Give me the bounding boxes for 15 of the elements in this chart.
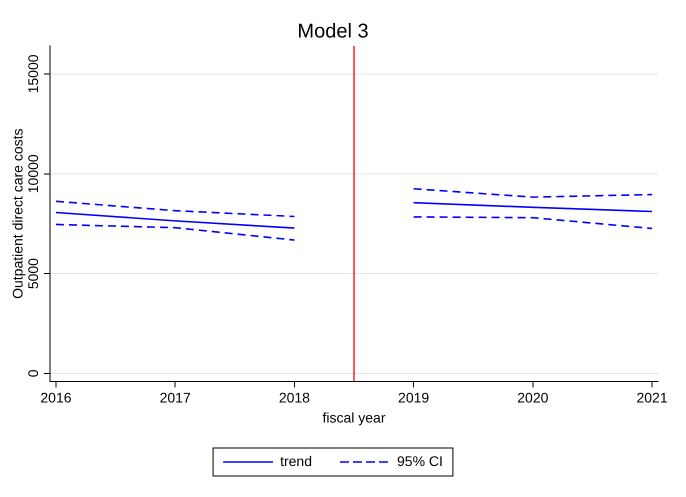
y-axis-title: Outpatient direct care costs [9,128,26,299]
y-tick-label: 5000 [24,258,41,290]
chart-title: Model 3 [297,20,369,43]
y-tick-label: 0 [24,369,41,378]
x-axis-title: fiscal year [322,409,386,426]
x-tick-label: 2017 [160,390,191,406]
x-tick-label: 2018 [278,390,310,406]
y-tick-label: 15000 [24,54,41,94]
legend-label: 95% CI [397,452,443,469]
x-tick-label: 2021 [636,390,668,406]
x-tick-label: 2016 [40,390,72,406]
x-tick-label: 2019 [398,390,430,406]
legend-label: trend [280,452,312,469]
x-tick-label: 2020 [517,390,549,406]
y-tick-label: 10000 [24,154,41,194]
